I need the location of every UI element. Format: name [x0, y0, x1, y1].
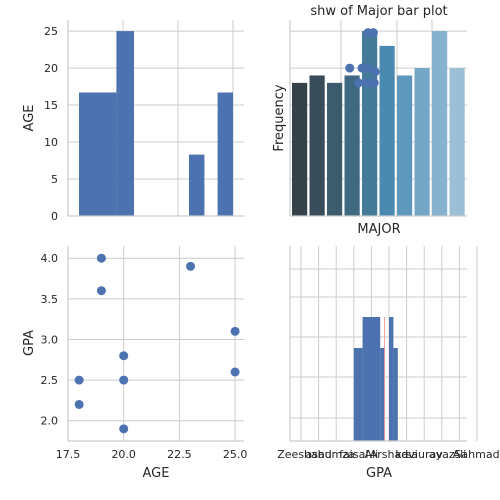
p2-title: shw of Major bar plot — [310, 4, 447, 19]
p4-x-axis-label: GPA — [366, 466, 392, 481]
p2-bar-3 — [344, 75, 360, 216]
p3-point-5 — [230, 367, 240, 377]
p1-y-axis-label: AGE — [22, 105, 37, 132]
p3-point-3 — [230, 326, 240, 336]
p3-point-0 — [96, 253, 106, 263]
p4-xtick-label: Ali — [365, 448, 379, 461]
p2-point-4 — [362, 63, 372, 73]
p1-ytick-label: 5 — [51, 173, 58, 186]
p3-ytick-label: 2.0 — [41, 415, 59, 428]
p2-bar-5 — [379, 45, 395, 216]
p1-ytick-label: 20 — [44, 62, 58, 75]
p4-xtick-label: kavi — [395, 448, 417, 461]
p2-point-1 — [354, 78, 363, 88]
p1-bar-0 — [79, 92, 101, 216]
p3-point-2 — [96, 286, 106, 296]
p2-bar-6 — [397, 75, 413, 216]
p2-bar-0 — [292, 82, 308, 217]
p1-ytick-label: 0 — [51, 210, 58, 223]
p3-ytick-label: 3.5 — [41, 293, 59, 306]
p4-xtick-label: Arshad — [370, 448, 408, 461]
p4-xtick-label: humza — [318, 448, 355, 461]
p3-point-7 — [119, 375, 129, 385]
p3-point-6 — [74, 375, 84, 385]
p4-bar-0 — [353, 348, 363, 441]
p4-xtick-label: ayaz — [429, 448, 455, 461]
p3-point-8 — [74, 399, 84, 409]
p2-y-axis-label: Frequency — [272, 84, 287, 151]
p2-point-0 — [345, 63, 355, 73]
p3-point-9 — [119, 424, 129, 434]
p1-ytick-label: 25 — [44, 25, 58, 38]
p4-xtick-label: saurav — [406, 448, 444, 461]
p3-xtick-label: 17.5 — [56, 448, 81, 461]
p1-ytick-label: 15 — [44, 99, 58, 112]
p3-y-axis-label: GPA — [22, 330, 37, 356]
p2-x-axis-label: MAJOR — [357, 222, 400, 237]
p2-point-8 — [370, 67, 380, 77]
p3-xtick-label: 20.0 — [111, 448, 136, 461]
p3-ytick-label: 3.0 — [41, 333, 59, 346]
p3-xtick-label: 25.0 — [223, 448, 248, 461]
p4-xtick-label: Sahmad — [454, 448, 499, 461]
p4-bar-1 — [362, 317, 381, 441]
p4-bar-4 — [393, 348, 398, 441]
panel-age-gpa-scatter: 17.5 20.0 22.5 25.0 2.0 2.5 3.0 3.5 4.0 AGE GPA — [22, 246, 247, 481]
p2-bar-4 — [362, 31, 378, 216]
panel-major-bar-plot: shw of Major bar plot MAJOR Frequency — [272, 4, 467, 237]
p1-bar-3 — [189, 154, 205, 216]
panel-gpa-histogram: ZeeshanasadhumzafaisalAliArshadkavisaura… — [277, 246, 500, 481]
p4-xtick-label: Ali — [453, 448, 467, 461]
p2-point-9 — [366, 78, 376, 88]
p4-xtick-label: asad — [305, 448, 331, 461]
p4-xtick-label: faisal — [339, 448, 368, 461]
panel-age-histogram: 0 5 10 15 20 25 AGE — [22, 20, 244, 223]
p2-bar-7 — [414, 68, 430, 216]
p2-bar-2 — [327, 82, 343, 217]
p1-bar-2 — [116, 31, 134, 216]
p4-bar-3 — [389, 317, 394, 441]
p1-bar-1 — [101, 92, 117, 216]
p1-ytick-label: 10 — [44, 136, 58, 149]
p3-x-axis-label: AGE — [143, 466, 170, 481]
p4-bar-2 — [380, 348, 385, 441]
p3-ytick-label: 2.5 — [41, 374, 59, 387]
p3-point-1 — [186, 261, 196, 271]
p4-xtick-label: Zeeshan — [277, 448, 325, 461]
p2-bar-8 — [432, 31, 448, 216]
p3-point-4 — [119, 351, 129, 361]
p3-ytick-label: 4.0 — [41, 252, 59, 265]
p2-bar-9 — [449, 68, 465, 216]
p1-bar-4 — [217, 92, 233, 216]
p3-xtick-label: 22.5 — [167, 448, 192, 461]
p2-point-6 — [368, 28, 378, 38]
p2-bar-1 — [309, 75, 325, 216]
